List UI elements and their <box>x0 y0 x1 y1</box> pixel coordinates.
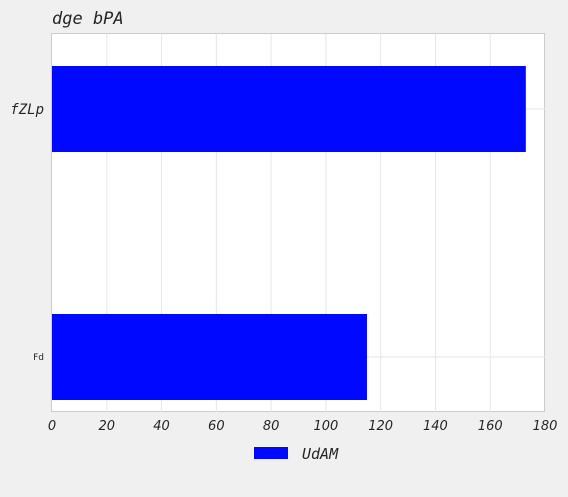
x-axis-ticks: 0 20 40 60 80 100 120 140 160 180 <box>48 419 558 434</box>
y-tick-label: fZLp <box>10 102 44 118</box>
x-tick-label: 140 <box>423 419 448 434</box>
x-tick-label: 20 <box>99 419 116 434</box>
bar <box>52 314 367 400</box>
x-tick-label: 180 <box>533 419 558 434</box>
x-tick-label: 0 <box>48 419 56 434</box>
y-tick-label: Fd <box>33 353 44 363</box>
x-tick-label: 160 <box>478 419 503 434</box>
y-axis-ticks: fZLp Fd <box>10 102 44 363</box>
bar <box>52 66 526 152</box>
x-tick-label: 40 <box>153 419 170 434</box>
legend: UdAM <box>254 445 339 463</box>
chart-title: dge bPA <box>52 9 124 29</box>
x-tick-label: 120 <box>368 419 393 434</box>
x-tick-label: 100 <box>313 419 338 434</box>
legend-swatch <box>254 447 288 459</box>
bars <box>52 66 526 400</box>
x-tick-label: 80 <box>263 419 280 434</box>
x-tick-label: 60 <box>208 419 225 434</box>
legend-label: UdAM <box>302 445 339 463</box>
